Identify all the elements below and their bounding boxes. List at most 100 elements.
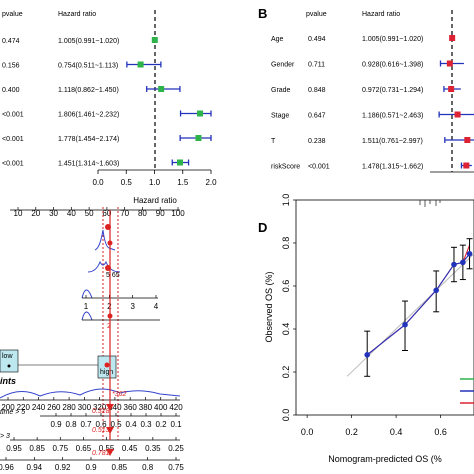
points-tick-label-2: 30	[49, 209, 58, 218]
panel-a-hr-text-3: 1.806(1.461~2.232)	[58, 112, 119, 119]
panel-d-y-axis-label: Observed OS (%)	[264, 271, 274, 342]
total-tick-label-10: 400	[154, 403, 168, 412]
panel-a-pvalue-2: 0.400	[2, 87, 20, 94]
panel-a-forest-plot: pvalue Hazard ratio 0.474 1.005(0.991~1.0…	[2, 10, 217, 205]
calibration-point-5	[466, 250, 473, 257]
scale-axis-2-label: 2	[107, 323, 111, 330]
total-tick-label-6: 320	[93, 403, 107, 412]
prob2-tick-label-0: 0.95	[6, 444, 22, 453]
prob1-tick-label-6: 0.3	[140, 420, 152, 429]
prob-1-highlight: 0.318	[92, 408, 110, 415]
panel-a-tick-label-4: 2.0	[205, 178, 217, 187]
panel-d-x-tick-label-0: 0.0	[301, 427, 314, 437]
total-tick-label-3: 260	[47, 403, 61, 412]
panel-d-x-tick-label-2: 0.4	[390, 427, 403, 437]
panel-a-point-2	[158, 86, 165, 92]
panel-a-pvalue-1: 0.156	[2, 63, 20, 70]
panel-a-pvalue-header: pvalue	[2, 11, 23, 18]
panel-b-marks	[438, 35, 474, 169]
panel-a-point-5	[176, 159, 183, 166]
panel-b-pvalue-2: 0.848	[308, 87, 326, 94]
panel-d-calibration-plot: D 0.0 0.2 0.4 0.6 0.0 0.2 0.4 0.6 0.8 1.0 Nomogr…	[258, 194, 474, 464]
density-curve-4	[81, 311, 93, 321]
calibration-point-3	[451, 261, 457, 268]
panel-a-hr-text-2: 1.118(0.862~1.450)	[58, 87, 119, 94]
panel-a-hr-text-0: 1.005(0.991~1.020)	[58, 38, 119, 45]
points-axis-ticks: 10 20 30 40 50 60 70 80 90 100	[14, 207, 185, 218]
panel-b-hr-text-4: 1.511(0.761~2.997)	[362, 138, 423, 145]
row2-tick-label: 5 65	[106, 272, 120, 279]
panel-b-forest-plot: B pvalue Hazard ratio Age 0.494 1.005(0.99…	[258, 6, 474, 173]
panel-b-hr-text-0: 1.005(0.991~1.020)	[362, 36, 423, 43]
panel-b-pvalue-1: 0.711	[308, 62, 325, 69]
panel-a-hr-text-5: 1.451(1.314~1.603)	[58, 161, 119, 168]
prob3-tick-label-5: 0.8	[142, 463, 154, 472]
panel-b-point-1	[446, 60, 453, 67]
calibration-points	[364, 238, 473, 377]
panel-a-x-axis-label: Hazard ratio	[133, 196, 177, 205]
panel-a-pvalue-3: <0.001	[2, 112, 24, 119]
panel-a-tick-label-2: 1.0	[149, 178, 161, 187]
total-tick-label-1: 220	[17, 403, 31, 412]
panel-a-hr-header: Hazard ratio	[58, 11, 96, 18]
total-tick-label-2: 240	[32, 403, 46, 412]
prob1-tick-label-0: 0.9	[50, 420, 62, 429]
panel-b-hr-text-1: 0.928(0.616~1.398)	[362, 62, 423, 69]
density-curve-3	[81, 289, 93, 299]
prob1-tick-label-1: 0.8	[65, 420, 77, 429]
panel-a-marks	[126, 37, 212, 166]
prob3-tick-label-4: 0.85	[112, 463, 128, 472]
highlight-arrow-2	[106, 427, 114, 434]
panel-b-point-2	[448, 86, 455, 92]
panel-d-y-tick-label-2: 0.4	[281, 323, 291, 336]
panel-b-label-5: riskScore	[271, 164, 300, 171]
panel-b-point-5	[463, 162, 470, 169]
panel-d-plot-frame	[295, 199, 474, 416]
prob1-tick-label-2: 0.7	[80, 420, 92, 429]
calibration-point-4	[460, 259, 466, 266]
total-tick-label-11: 420	[169, 403, 183, 412]
panel-b-label-3: Stage	[271, 113, 289, 120]
total-tick-label-5: 300	[78, 403, 92, 412]
panel-b-label-4: T	[271, 138, 276, 145]
risk-box-low-dot	[7, 364, 11, 368]
prob3-tick-label-6: 0.75	[168, 463, 184, 472]
prob3-tick-label-1: 0.94	[27, 463, 43, 472]
panel-a-hr-text-4: 1.778(1.454~2.174)	[58, 136, 119, 143]
points-tick-label-5: 60	[102, 209, 111, 218]
points-tick-label-0: 10	[14, 209, 23, 218]
total-tick-label-9: 380	[139, 403, 153, 412]
prob1-tick-label-8: 0.1	[170, 420, 182, 429]
prob3-tick-label-3: 0.9	[85, 463, 97, 472]
panel-d-x-tick-label-1: 0.2	[345, 427, 358, 437]
panel-a-x-ticks: 0.0 0.5 1.0 1.5 2.0	[92, 170, 217, 187]
panel-d-x-tick-label-3: 0.6	[434, 427, 447, 437]
prob-axis-3-ticks: 0.96 0.94 0.92 0.9 0.85 0.8 0.75	[0, 457, 184, 472]
prob-2-highlight: 0.513	[92, 427, 110, 434]
panel-d-y-ticks: 0.0 0.2 0.4 0.6 0.8 1.0	[281, 194, 296, 422]
prob3-tick-label-2: 0.92	[55, 463, 71, 472]
panel-a-pvalue-5: <0.001	[2, 161, 24, 168]
total-tick-label-4: 280	[62, 403, 76, 412]
scale-tick-label-0: 1	[84, 302, 89, 311]
calibration-point-0	[364, 352, 371, 358]
points-tick-label-9: 100	[171, 209, 185, 218]
calibration-point-1	[402, 321, 408, 328]
panel-b-pvalue-4: 0.238	[308, 138, 326, 145]
panel-a-pvalue-0: 0.474	[2, 38, 20, 45]
panel-a-point-1	[137, 61, 144, 68]
panel-d-legend	[460, 378, 474, 404]
panel-a-point-3	[197, 110, 204, 117]
prob2-tick-label-3: 0.65	[76, 444, 92, 453]
panel-b-row-text: Age 0.494 1.005(0.991~1.020) Gender 0.711 0.9…	[271, 36, 423, 171]
panel-a-point-4	[195, 135, 202, 141]
panel-b-point-3	[454, 111, 461, 118]
panel-d-y-tick-label-0: 0.0	[281, 409, 291, 422]
panel-a-tick-label-3: 1.5	[177, 178, 189, 187]
row-label-time5: time > 5	[0, 409, 25, 416]
panel-b-label-0: Age	[271, 36, 284, 43]
calibration-point-2	[433, 287, 439, 294]
prob1-tick-label-5: 0.4	[125, 420, 137, 429]
panel-b-pvalue-header: pvalue	[306, 11, 327, 18]
